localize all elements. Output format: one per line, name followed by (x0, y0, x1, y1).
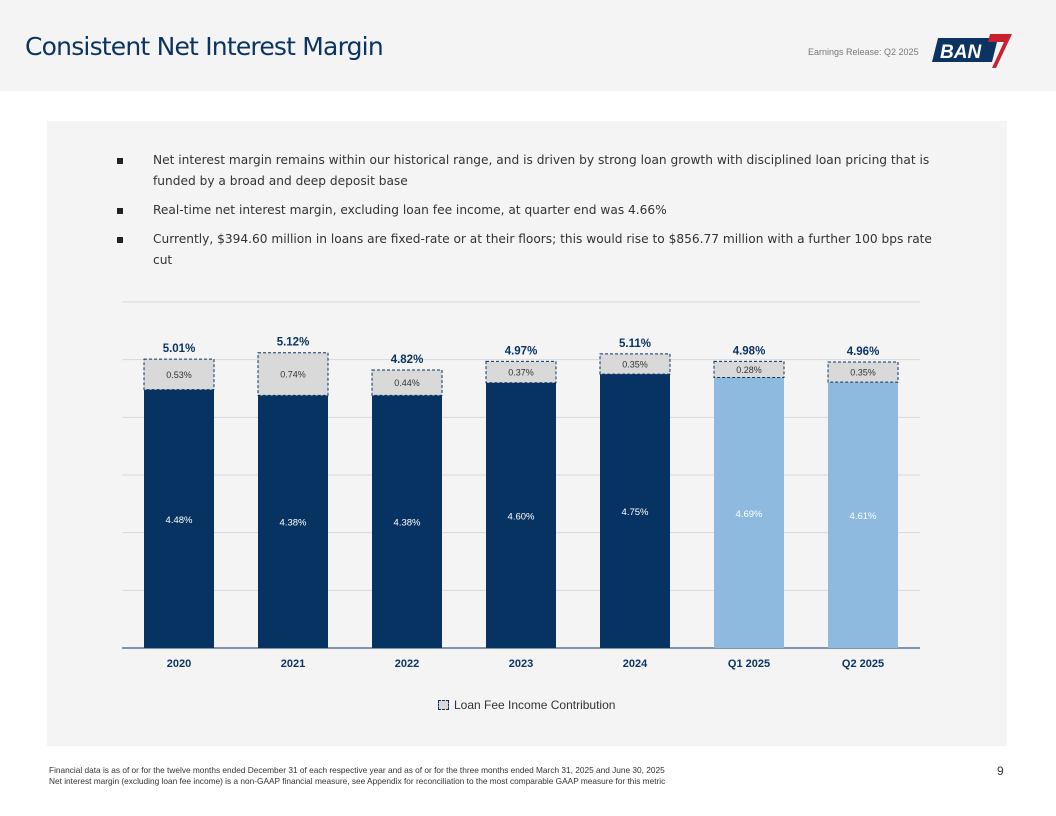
bar-loan-fee-2023 (485, 360, 557, 384)
x-tick-label: 2022 (395, 658, 419, 670)
data-label: 4.60% (508, 511, 535, 522)
total-label: 4.97% (505, 345, 538, 357)
release-label: Earnings Release: Q2 2025 (808, 47, 919, 57)
bar-loan-fee-Q2 2025 (827, 361, 899, 383)
data-label: 4.38% (280, 518, 307, 529)
total-label: 5.01% (163, 343, 196, 355)
bar-loan-fee-2024 (599, 353, 671, 375)
fee-data-label: 0.74% (280, 370, 306, 380)
data-label: 4.61% (850, 511, 877, 522)
page-title: Consistent Net Interest Margin (25, 32, 384, 61)
page-number: 9 (997, 764, 1004, 778)
bar-loan-fee-2020 (143, 358, 215, 391)
data-label: 4.48% (166, 515, 193, 526)
total-label: 5.11% (619, 338, 651, 350)
legend-swatch (438, 700, 449, 710)
fee-data-label: 0.37% (508, 368, 534, 378)
x-tick-label: 2021 (281, 658, 305, 670)
fee-data-label: 0.44% (394, 378, 420, 388)
bar-nim-2021 (258, 395, 328, 648)
bar-nim-2023 (486, 382, 556, 648)
fee-data-label: 0.53% (166, 370, 192, 380)
bank7-logo: BAN (932, 34, 1012, 68)
fee-data-label: 0.35% (622, 359, 648, 369)
fee-data-label: 0.35% (850, 368, 876, 378)
bar-loan-fee-2022 (371, 369, 443, 396)
data-label: 4.75% (622, 507, 649, 518)
footnotes: Financial data is as of or for the twelv… (49, 765, 665, 787)
footnote: Net interest margin (excluding loan fee … (49, 776, 666, 786)
total-label: 4.98% (733, 345, 766, 357)
x-tick-label: Q2 2025 (842, 658, 884, 670)
bullet-list: Net interest margin remains within our h… (117, 150, 932, 279)
total-label: 4.96% (847, 346, 880, 358)
bar-loan-fee-Q1 2025 (713, 360, 785, 379)
bar-nim-2020 (144, 389, 214, 648)
x-tick-label: 2020 (167, 658, 191, 670)
x-tick-label: 2024 (623, 658, 648, 670)
footnote: Financial data is as of or for the twelv… (49, 765, 665, 775)
bar-nim-2024 (600, 374, 670, 648)
bullet-item: Net interest margin remains within our h… (117, 150, 932, 192)
slide-header: Consistent Net Interest Margin Earnings … (0, 0, 1056, 91)
x-tick-label: 2023 (509, 658, 533, 670)
bar-nim-Q1 2025 (714, 377, 784, 648)
bar-nim-2022 (372, 395, 442, 648)
legend-label: Loan Fee Income Contribution (454, 698, 616, 712)
data-label: 4.38% (394, 518, 421, 529)
total-label: 4.82% (391, 354, 424, 366)
total-label: 5.12% (277, 337, 310, 349)
bar-loan-fee-2021 (257, 352, 329, 396)
bullet-item: Currently, $394.60 million in loans are … (117, 229, 932, 271)
x-tick-label: Q1 2025 (728, 658, 770, 670)
bullet-item: Real-time net interest margin, excluding… (117, 200, 932, 221)
svg-text:BAN: BAN (940, 42, 982, 63)
bar-nim-Q2 2025 (828, 382, 898, 648)
data-label: 4.69% (736, 509, 763, 520)
chart-legend: Loan Fee Income Contribution (438, 698, 615, 712)
fee-data-label: 0.28% (736, 365, 762, 375)
